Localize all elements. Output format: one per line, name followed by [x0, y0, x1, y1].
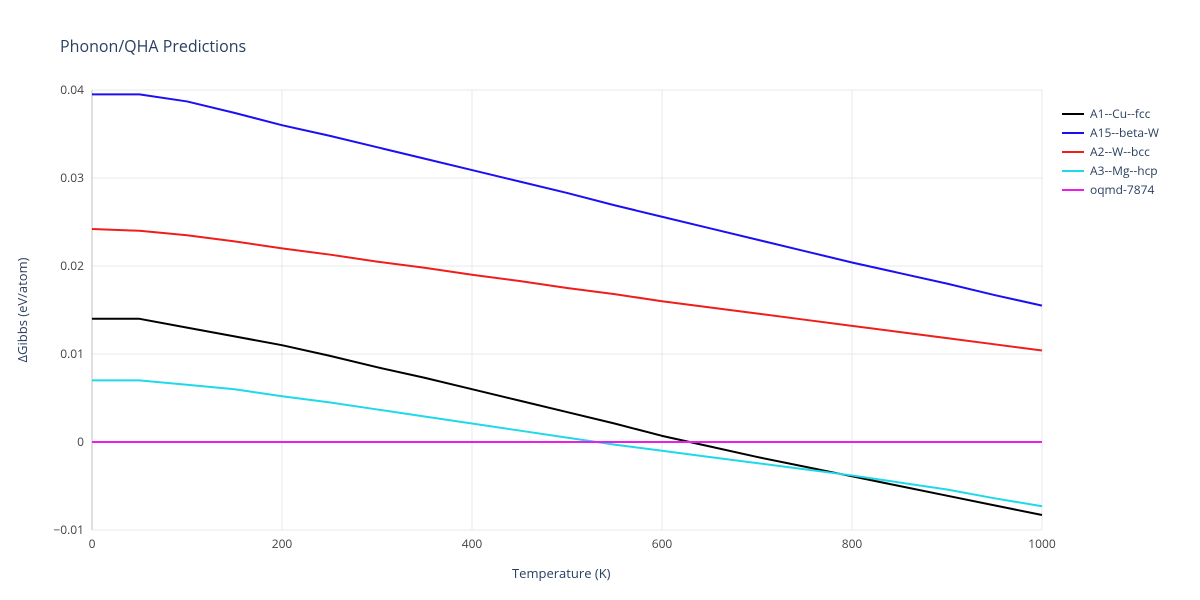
series-line[interactable]	[92, 380, 1042, 506]
chart-frame: Phonon/QHA Predictions −0.0100.010.020.0…	[0, 0, 1200, 600]
y-tick-label: 0.03	[60, 169, 84, 186]
legend-swatch	[1062, 189, 1084, 191]
series-line[interactable]	[92, 94, 1042, 305]
legend-label: A3--Mg--hcp	[1090, 162, 1158, 179]
y-tick-label: 0	[77, 433, 84, 450]
legend-item[interactable]: A1--Cu--fcc	[1062, 104, 1159, 123]
y-tick-label: 0.04	[60, 81, 84, 98]
legend-label: A1--Cu--fcc	[1090, 105, 1150, 122]
legend-item[interactable]: oqmd-7874	[1062, 180, 1159, 199]
legend-label: A15--beta-W	[1090, 124, 1159, 141]
legend-item[interactable]: A2--W--bcc	[1062, 142, 1159, 161]
x-tick-label: 400	[462, 535, 483, 552]
legend-swatch	[1062, 170, 1084, 172]
x-tick-label: 800	[842, 535, 863, 552]
x-tick-label: 1000	[1028, 535, 1056, 552]
legend-label: oqmd-7874	[1090, 181, 1154, 198]
x-tick-label: 0	[89, 535, 96, 552]
legend-swatch	[1062, 113, 1084, 115]
legend-swatch	[1062, 151, 1084, 153]
line-chart[interactable]: −0.01 0 0.01 0.02 0.03 0.04 0 200 400 600 800 1000	[0, 0, 1200, 600]
y-tick-label: −0.01	[53, 521, 84, 538]
y-axis-label: ΔGibbs (eV/atom)	[13, 258, 31, 363]
x-tick-label: 600	[652, 535, 673, 552]
x-tick-label: 200	[272, 535, 293, 552]
y-tick-label: 0.02	[60, 257, 84, 274]
series-line[interactable]	[92, 319, 1042, 515]
legend-label: A2--W--bcc	[1090, 143, 1150, 160]
legend-item[interactable]: A3--Mg--hcp	[1062, 161, 1159, 180]
legend[interactable]: A1--Cu--fcc A15--beta-W A2--W--bcc A3--Mg--…	[1062, 104, 1159, 199]
x-axis-label: Temperature (K)	[512, 564, 611, 582]
y-tick-label: 0.01	[60, 345, 84, 362]
series-line[interactable]	[92, 229, 1042, 350]
legend-item[interactable]: A15--beta-W	[1062, 123, 1159, 142]
legend-swatch	[1062, 132, 1084, 134]
